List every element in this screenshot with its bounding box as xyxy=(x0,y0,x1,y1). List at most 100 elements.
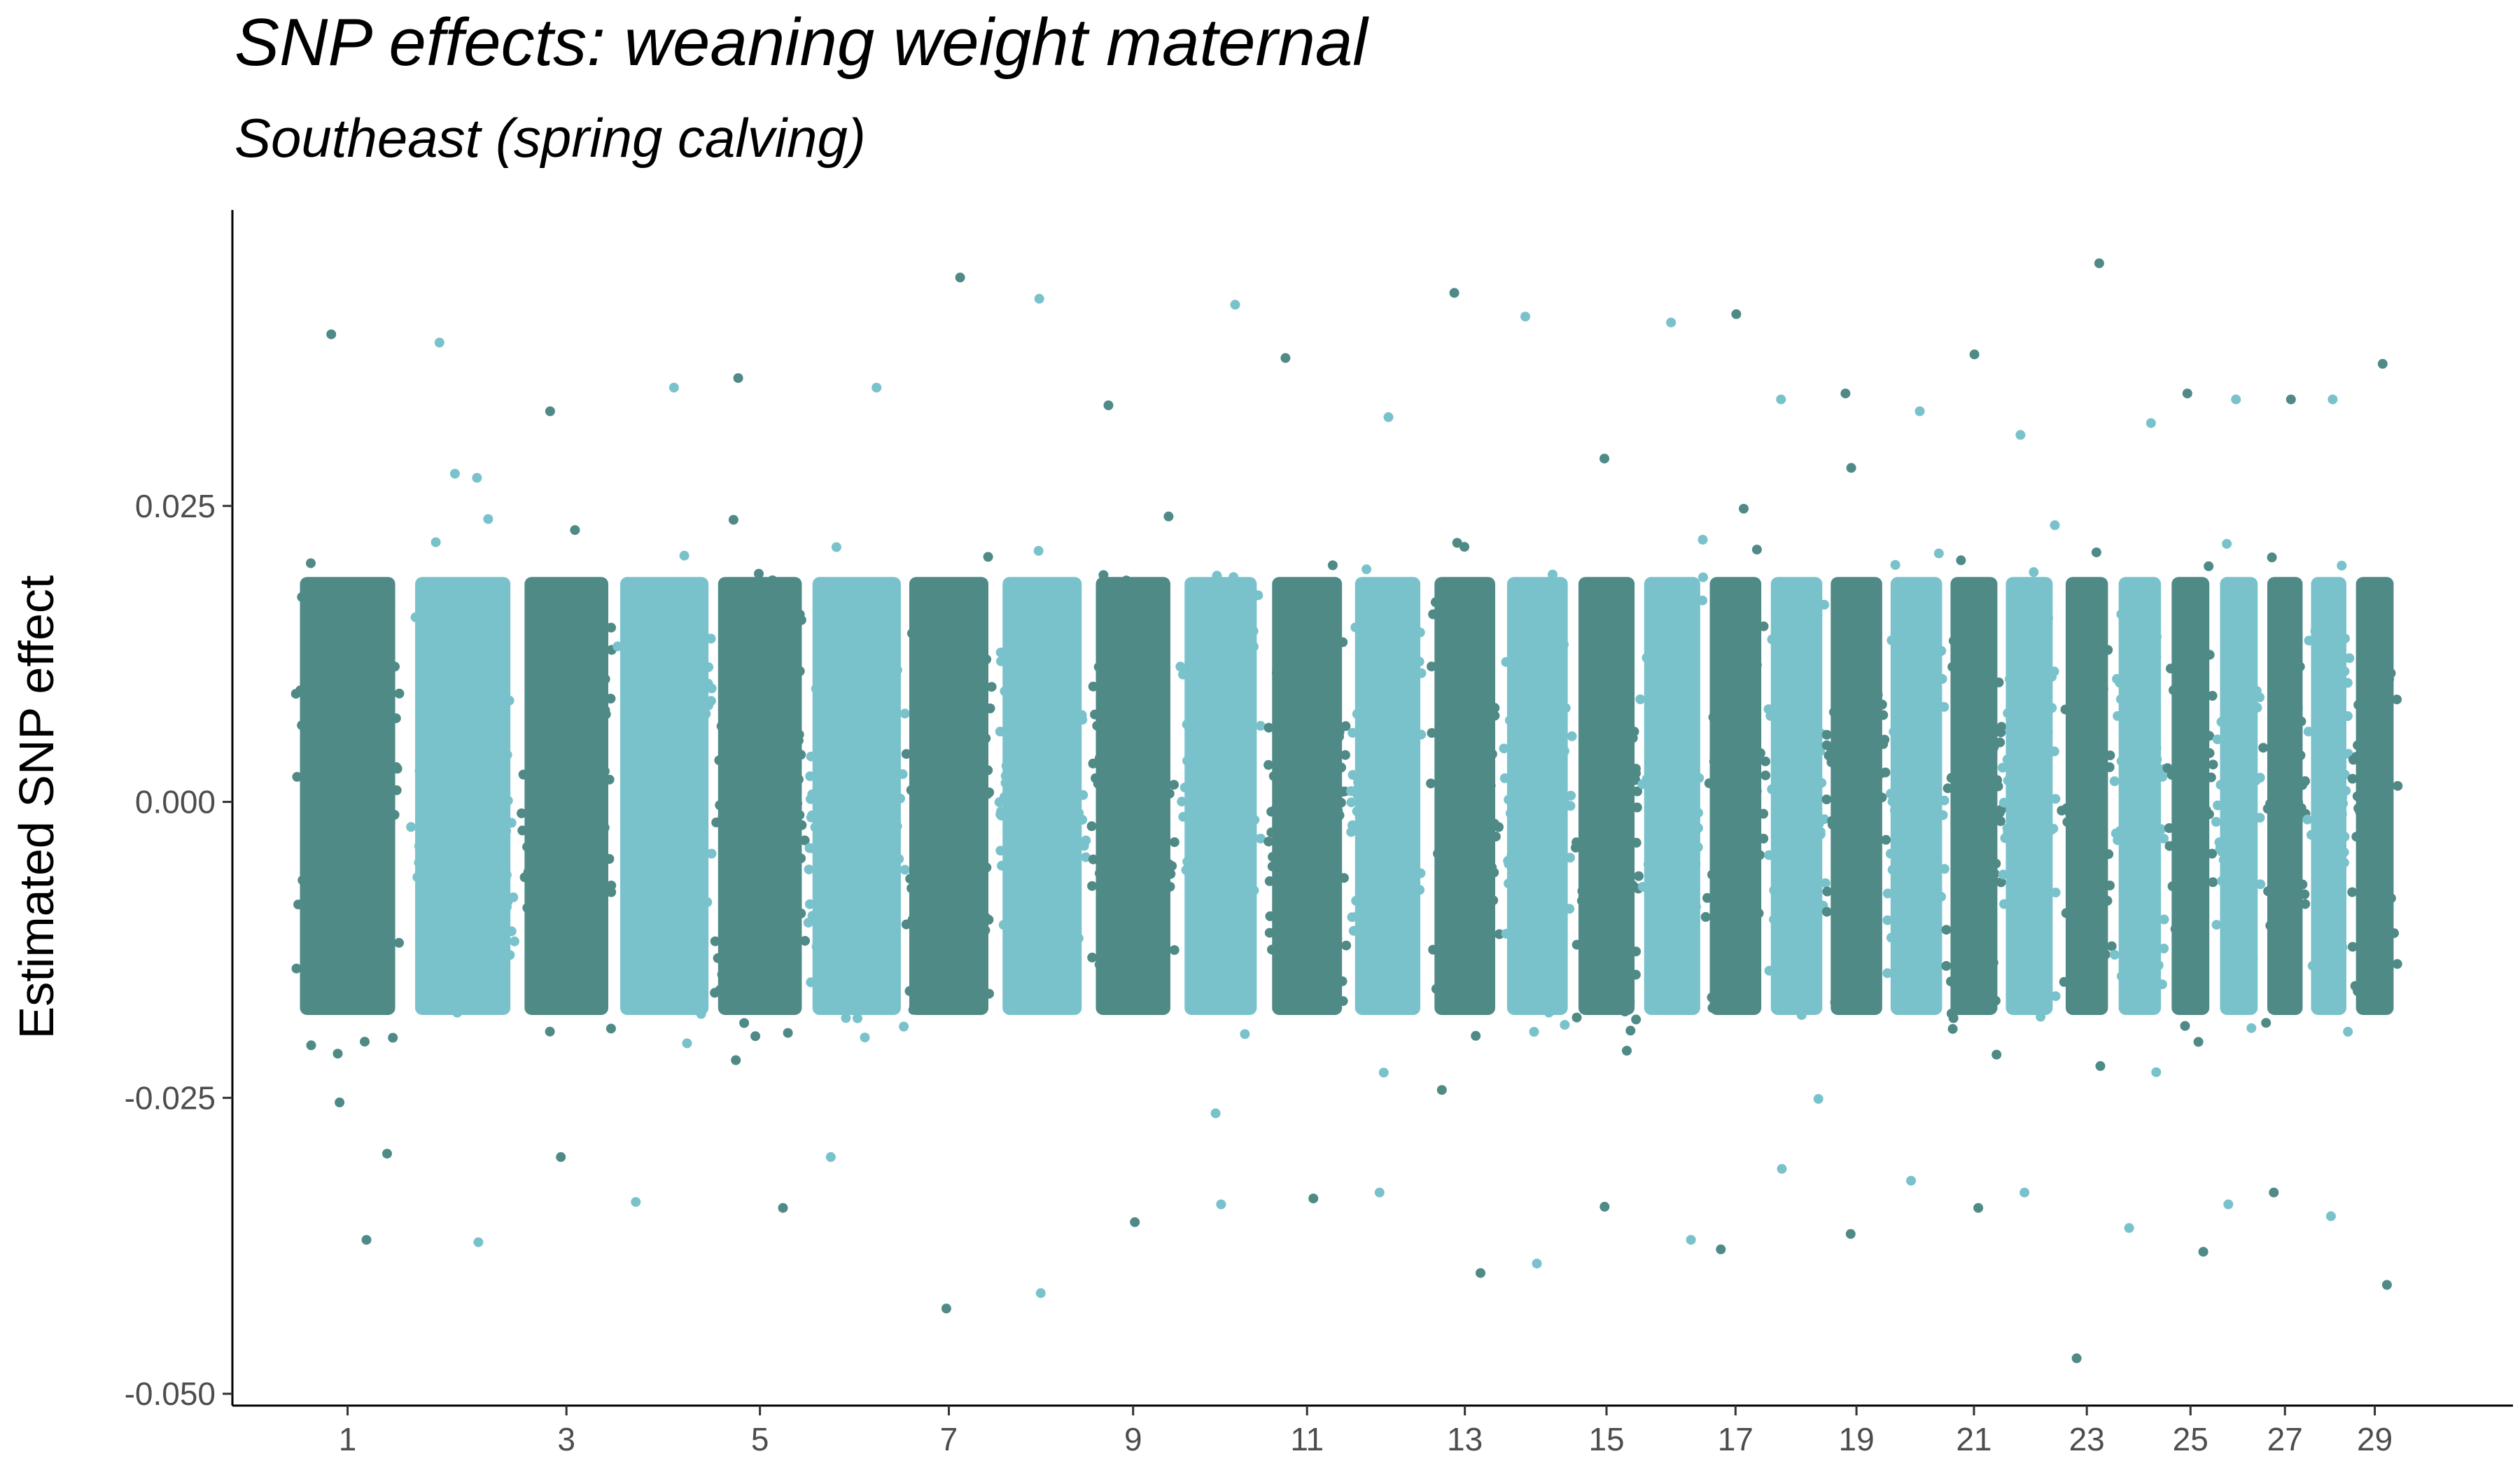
snp-point xyxy=(1962,777,1973,788)
snp-point xyxy=(1764,965,1774,976)
snp-point xyxy=(307,934,318,944)
snp-point xyxy=(1513,720,1524,730)
snp-point xyxy=(1040,786,1050,797)
snp-point xyxy=(2075,856,2085,867)
snp-point xyxy=(1623,720,1634,731)
snp-point xyxy=(1900,738,1911,748)
snp-point xyxy=(1551,895,1561,905)
snp-point xyxy=(2217,876,2227,886)
snp-point xyxy=(1911,914,1921,924)
snp-point xyxy=(762,930,772,940)
snp-point xyxy=(1094,960,1105,969)
snp-point xyxy=(566,946,577,957)
snp-point xyxy=(1264,760,1274,770)
snp-point xyxy=(935,818,946,828)
snp-point xyxy=(448,793,458,804)
snp-point xyxy=(1872,690,1883,700)
snp-point xyxy=(694,772,705,783)
snp-point xyxy=(2015,667,2025,678)
snp-point xyxy=(1892,762,1903,772)
snp-point xyxy=(1400,914,1410,925)
snp-point xyxy=(2353,740,2363,750)
snp-point xyxy=(1212,883,1223,894)
snp-point xyxy=(1513,676,1523,686)
snp-point xyxy=(782,830,792,840)
snp-point xyxy=(1917,923,1928,933)
snp-point xyxy=(2359,935,2370,946)
snp-point xyxy=(2361,785,2372,796)
snp-point xyxy=(1367,703,1378,713)
snp-point xyxy=(732,937,742,947)
snp-point xyxy=(2087,867,2098,878)
snp-point xyxy=(1504,859,1514,869)
snp-point xyxy=(2278,872,2288,883)
snp-point xyxy=(2169,685,2178,695)
snp-point xyxy=(1169,837,1180,848)
x-tick-label: 17 xyxy=(1718,1421,1754,1457)
snp-point xyxy=(659,842,670,852)
snp-point xyxy=(1727,714,1737,724)
snp-point xyxy=(2288,864,2298,874)
snp-point xyxy=(1483,724,1494,734)
snp-point xyxy=(1338,787,1348,797)
snp-point xyxy=(484,760,494,771)
snp-point xyxy=(1026,864,1037,874)
y-tick-label: -0.025 xyxy=(125,1079,216,1116)
snp-point xyxy=(757,808,767,819)
snp-point xyxy=(1852,747,1863,757)
snp-point xyxy=(1188,895,1198,906)
snp-point xyxy=(2120,888,2130,898)
snp-point xyxy=(1618,864,1629,875)
snp-point xyxy=(831,542,841,552)
snp-point xyxy=(1229,1004,1239,1015)
snp-point xyxy=(394,937,404,948)
snp-point xyxy=(1840,753,1850,764)
snp-point xyxy=(2115,826,2125,836)
snp-point xyxy=(465,742,476,752)
snp-point xyxy=(1830,816,1840,826)
snp-point xyxy=(968,756,979,766)
snp-point xyxy=(666,736,677,747)
snp-point xyxy=(501,826,512,836)
snp-point xyxy=(2194,834,2205,845)
snp-point xyxy=(2179,837,2190,848)
snp-point xyxy=(636,798,645,808)
snp-point xyxy=(1279,785,1289,795)
snp-point xyxy=(1403,890,1413,901)
snp-point xyxy=(966,983,976,994)
snp-point xyxy=(332,1049,343,1059)
snp-point xyxy=(1136,846,1147,856)
snp-point xyxy=(1767,784,1777,794)
snp-point xyxy=(1023,685,1034,696)
snp-point xyxy=(477,687,487,698)
snp-point xyxy=(391,785,402,795)
snp-point xyxy=(930,755,941,765)
snp-point xyxy=(881,995,892,1005)
snp-point xyxy=(336,650,346,661)
snp-point xyxy=(440,815,450,825)
snp-point xyxy=(1907,900,1918,911)
snp-point xyxy=(540,935,550,946)
snp-extreme-point xyxy=(1600,454,1609,464)
snp-point xyxy=(1368,735,1378,746)
snp-point xyxy=(1623,934,1633,945)
snp-extreme-point xyxy=(2198,1247,2208,1257)
snp-point xyxy=(2393,780,2403,791)
snp-point xyxy=(1313,832,1324,842)
snp-point xyxy=(830,870,840,881)
snp-point xyxy=(869,696,880,706)
snp-point xyxy=(1357,677,1368,687)
snp-point xyxy=(2132,995,2142,1005)
snp-point xyxy=(2318,794,2329,804)
snp-point xyxy=(794,666,805,676)
snp-point xyxy=(2204,748,2215,758)
snp-point xyxy=(645,785,655,795)
snp-point xyxy=(2212,734,2222,745)
snp-point xyxy=(830,771,841,781)
snp-point xyxy=(2227,734,2238,744)
snp-extreme-point xyxy=(1308,1194,1319,1204)
snp-point xyxy=(506,818,517,828)
snp-point xyxy=(1527,699,1538,709)
snp-point xyxy=(1439,589,1449,599)
snp-point xyxy=(1962,830,1973,840)
